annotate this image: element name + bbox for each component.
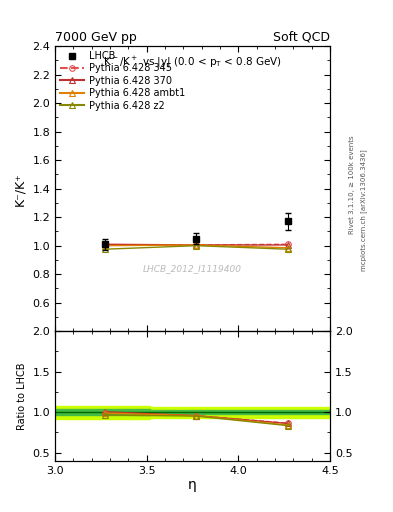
Line: Pythia 6.428 z2: Pythia 6.428 z2 (102, 243, 291, 252)
Pythia 6.428 ambt1 (286, 245, 290, 251)
Text: LHCB_2012_I1119400: LHCB_2012_I1119400 (143, 264, 242, 273)
Pythia 6.428 z2 (102, 246, 107, 252)
Y-axis label: K⁻/K⁺: K⁻/K⁺ (14, 172, 27, 205)
Pythia 6.428 370 (286, 242, 290, 248)
Pythia 6.428 345 (286, 241, 290, 247)
X-axis label: η: η (188, 478, 197, 493)
Pythia 6.428 ambt1 (102, 243, 107, 249)
Pythia 6.428 345 (102, 242, 107, 248)
Pythia 6.428 345 (194, 242, 198, 248)
Pythia 6.428 z2 (286, 246, 290, 252)
Text: K$^-$/K$^+$ vs |y| (0.0 < p$_\mathrm{T}$ < 0.8 GeV): K$^-$/K$^+$ vs |y| (0.0 < p$_\mathrm{T}$… (103, 55, 282, 70)
Text: Soft QCD: Soft QCD (273, 31, 330, 44)
Line: Pythia 6.428 345: Pythia 6.428 345 (102, 242, 291, 248)
Line: Pythia 6.428 ambt1: Pythia 6.428 ambt1 (102, 242, 291, 250)
Text: Rivet 3.1.10, ≥ 100k events: Rivet 3.1.10, ≥ 100k events (349, 135, 355, 233)
Pythia 6.428 z2 (194, 243, 198, 249)
Legend: LHCB, Pythia 6.428 345, Pythia 6.428 370, Pythia 6.428 ambt1, Pythia 6.428 z2: LHCB, Pythia 6.428 345, Pythia 6.428 370… (58, 49, 187, 113)
Text: 7000 GeV pp: 7000 GeV pp (55, 31, 137, 44)
Line: Pythia 6.428 370: Pythia 6.428 370 (102, 242, 291, 248)
Text: mcplots.cern.ch [arXiv:1306.3436]: mcplots.cern.ch [arXiv:1306.3436] (360, 149, 367, 271)
Pythia 6.428 370 (102, 241, 107, 247)
Y-axis label: Ratio to LHCB: Ratio to LHCB (17, 362, 27, 430)
Pythia 6.428 370 (194, 242, 198, 248)
Pythia 6.428 ambt1 (194, 242, 198, 248)
